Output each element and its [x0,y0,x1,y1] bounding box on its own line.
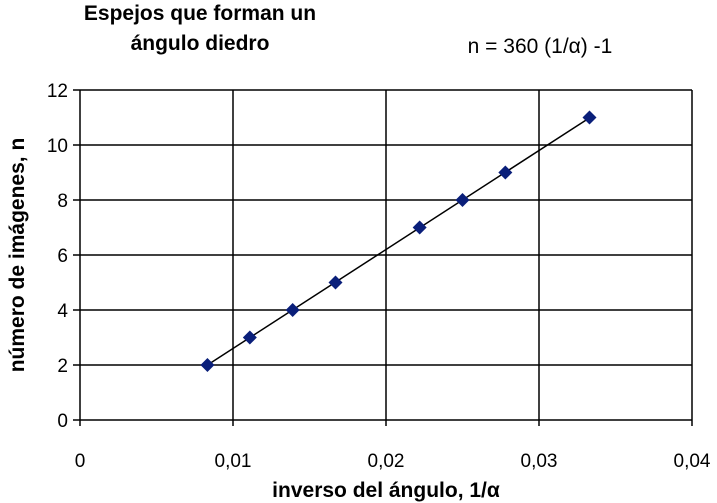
data-point [498,165,513,180]
y-axis-label: número de imágenes, n [6,138,29,373]
data-point [412,220,427,235]
tick-labels: 0 2 4 6 8 10 12 0 0,01 0,02 0,03 0,04 [47,81,711,472]
chart-title-line2: ángulo diedro [131,32,270,55]
data-point [242,330,257,345]
x-tick-label: 0,03 [521,451,558,472]
x-axis-label: inverso del ángulo, 1/α [272,479,500,502]
x-tick-label: 0,04 [674,451,711,472]
y-tick-label: 2 [57,356,68,377]
trendline [207,117,590,366]
x-tick-label: 0 [75,451,86,472]
data-point [200,358,215,372]
y-tick-label: 4 [57,301,68,322]
data-point [455,193,470,207]
data-point [582,110,597,125]
y-tick-label: 6 [57,246,68,267]
data-point [328,275,343,290]
y-tick-label: 0 [57,411,68,432]
y-tick-label: 12 [47,81,68,102]
y-tick-label: 10 [47,136,68,157]
chart-title-line1: Espejos que forman un [84,2,316,25]
grid [73,89,693,426]
x-tick-label: 0,02 [368,451,405,472]
data-point [285,303,300,317]
equation-annotation: n = 360 (1/α) -1 [468,35,613,58]
data-points [200,110,597,372]
y-tick-label: 8 [57,191,68,212]
x-tick-label: 0,01 [215,451,252,472]
